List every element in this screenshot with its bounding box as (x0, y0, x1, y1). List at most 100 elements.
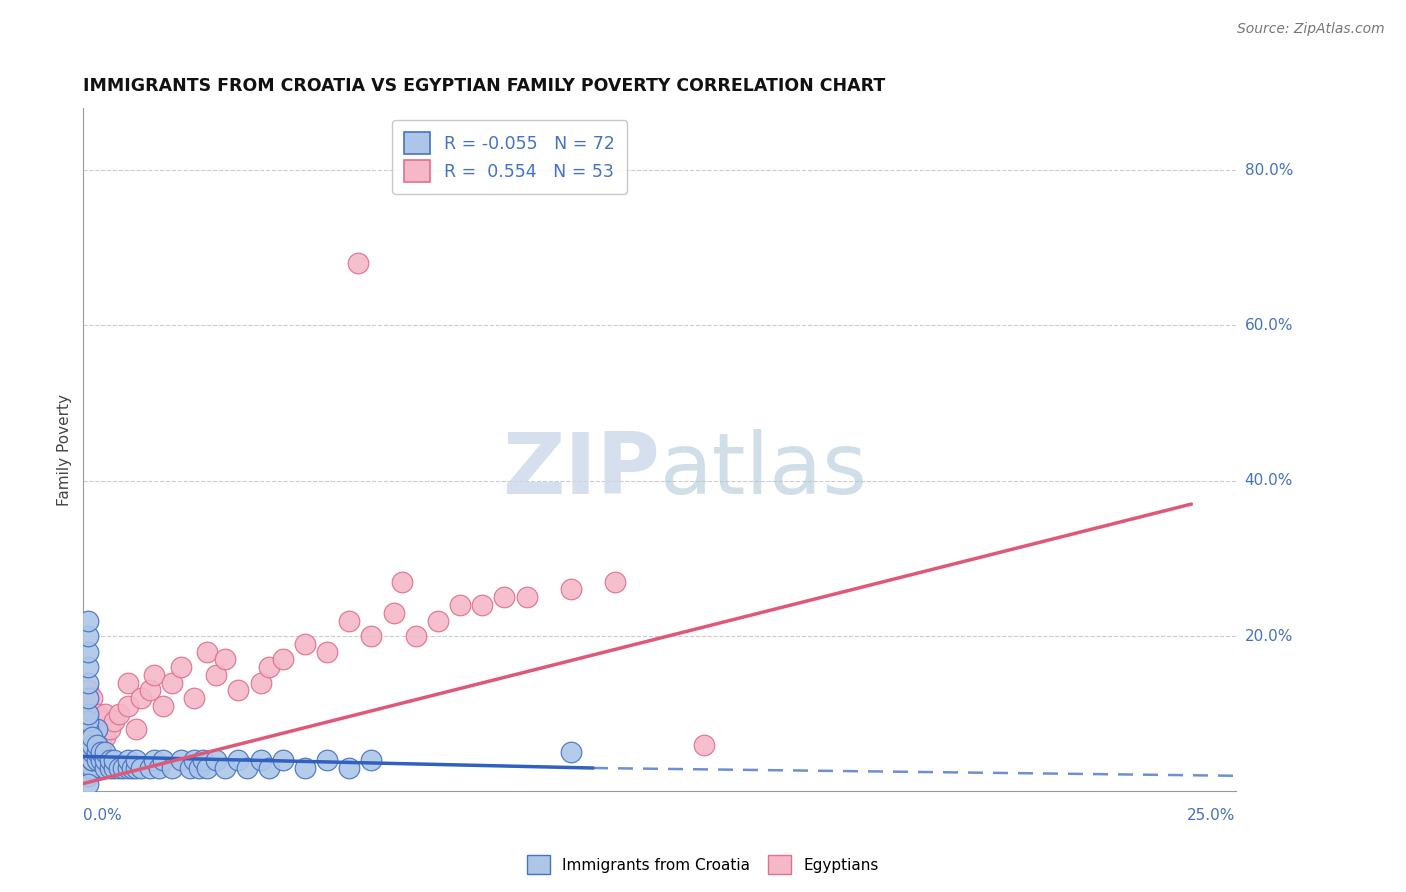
Text: atlas: atlas (659, 429, 868, 512)
Point (471, 598, 494, 612)
Point (316, 644, 339, 658)
Point (197, 761, 219, 775)
Point (143, 668, 166, 682)
Point (360, 629, 382, 643)
Point (228, 683, 250, 698)
Point (426, 614, 449, 628)
Point (98, 753, 121, 767)
Point (183, 753, 205, 767)
Point (337, 761, 360, 775)
Point (560, 746, 582, 760)
Point (187, 761, 209, 775)
Point (183, 691, 205, 706)
Point (107, 761, 129, 775)
Point (139, 761, 162, 775)
Legend: R = -0.055   N = 72, R =  0.554   N = 53: R = -0.055 N = 72, R = 0.554 N = 53 (392, 120, 627, 194)
Point (76, 738, 98, 752)
Point (86, 738, 108, 752)
Point (86, 746, 108, 760)
Point (82, 753, 104, 767)
Point (170, 753, 193, 767)
Point (82, 706, 104, 721)
Point (405, 629, 427, 643)
Point (125, 722, 148, 736)
Point (86, 722, 108, 736)
Point (197, 644, 219, 658)
Point (86, 730, 108, 744)
Point (82, 730, 104, 744)
Point (82, 738, 104, 752)
Point (76, 753, 98, 767)
Point (86, 753, 108, 767)
Point (103, 753, 125, 767)
Text: 25.0%: 25.0% (1187, 808, 1236, 823)
Text: ZIP: ZIP (502, 429, 659, 512)
Point (76, 730, 98, 744)
Point (271, 753, 294, 767)
Point (76, 769, 98, 783)
Point (94, 753, 117, 767)
Point (294, 761, 316, 775)
Point (82, 746, 104, 760)
Text: 40.0%: 40.0% (1244, 474, 1294, 488)
Point (360, 753, 382, 767)
Point (494, 591, 516, 605)
Legend: Immigrants from Croatia, Egyptians: Immigrants from Croatia, Egyptians (520, 849, 886, 880)
Point (205, 753, 228, 767)
Point (449, 598, 471, 612)
Point (82, 761, 104, 775)
Point (76, 660, 98, 674)
Point (90, 714, 112, 729)
Point (82, 730, 104, 744)
Point (98, 761, 121, 775)
Point (117, 675, 139, 690)
Point (271, 652, 294, 666)
Point (76, 644, 98, 658)
Point (152, 698, 174, 713)
Text: Source: ZipAtlas.com: Source: ZipAtlas.com (1237, 22, 1385, 37)
Point (94, 730, 117, 744)
Point (76, 769, 98, 783)
Point (86, 738, 108, 752)
Point (259, 761, 281, 775)
Point (129, 691, 152, 706)
Point (249, 753, 271, 767)
Point (76, 683, 98, 698)
Point (76, 675, 98, 690)
Point (294, 637, 316, 651)
Point (117, 698, 139, 713)
Point (143, 753, 166, 767)
Point (160, 675, 183, 690)
Point (214, 652, 236, 666)
Point (86, 746, 108, 760)
Point (76, 629, 98, 643)
Point (82, 738, 104, 752)
Point (82, 753, 104, 767)
Point (94, 706, 117, 721)
Point (160, 761, 183, 775)
Text: 60.0%: 60.0% (1244, 318, 1294, 333)
Point (125, 753, 148, 767)
Point (98, 722, 121, 736)
Point (112, 761, 135, 775)
Point (259, 660, 281, 674)
Point (228, 753, 250, 767)
Point (560, 582, 582, 597)
Point (139, 683, 162, 698)
Point (76, 761, 98, 775)
Point (117, 753, 139, 767)
Point (103, 761, 125, 775)
Text: 80.0%: 80.0% (1244, 162, 1294, 178)
Point (236, 761, 259, 775)
Point (129, 761, 152, 775)
Point (76, 746, 98, 760)
Point (152, 753, 174, 767)
Point (90, 738, 112, 752)
Point (249, 675, 271, 690)
Point (76, 761, 98, 775)
Text: IMMIGRANTS FROM CROATIA VS EGYPTIAN FAMILY POVERTY CORRELATION CHART: IMMIGRANTS FROM CROATIA VS EGYPTIAN FAMI… (83, 78, 886, 95)
Point (76, 714, 98, 729)
Point (205, 668, 228, 682)
Point (82, 722, 104, 736)
Point (148, 761, 170, 775)
